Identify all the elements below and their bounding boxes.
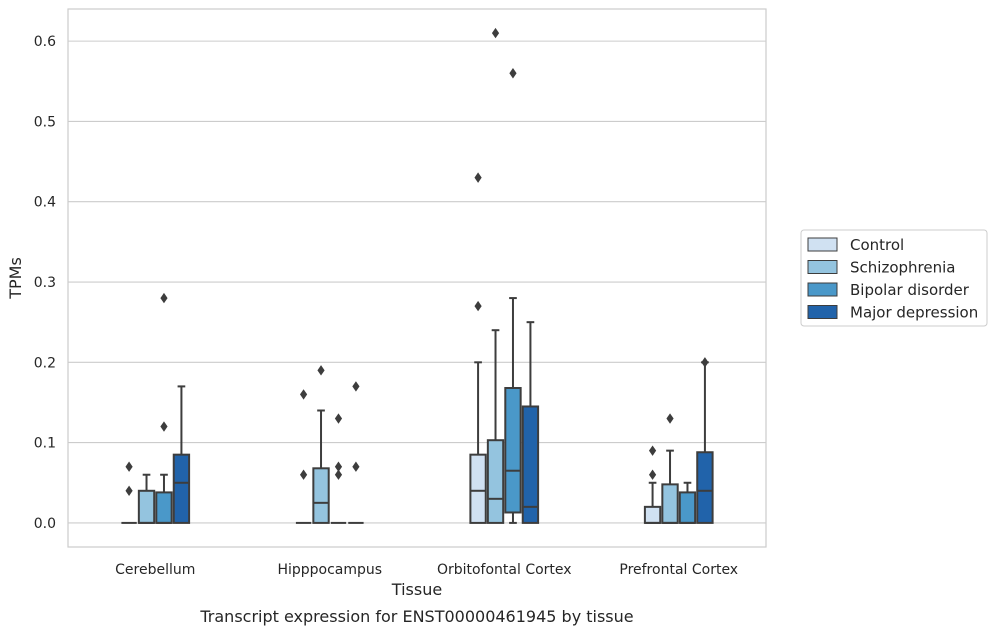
box-bipolar-disorder [504, 68, 522, 524]
outlier-point [160, 421, 168, 432]
legend-swatch [807, 282, 838, 297]
legend-swatch [807, 260, 838, 274]
outlier-point [334, 461, 343, 472]
outlier-point [474, 300, 482, 312]
y-tick-label: 0.0 [34, 516, 56, 532]
box-iqr [643, 505, 662, 524]
outlier-point [648, 445, 657, 456]
boxes [121, 27, 714, 524]
box-control [295, 389, 312, 524]
box-major-depression [348, 381, 364, 524]
plot-frame [67, 8, 767, 548]
y-tick-labels: 0.0 0.1 0.2 0.3 0.4 0.5 0.6 [34, 34, 56, 532]
box-schizophrenia [137, 473, 156, 524]
gridlines [68, 40, 766, 524]
box-major-depression [696, 357, 714, 524]
outlier-point [317, 365, 325, 376]
outlier-point [491, 27, 500, 39]
outlier-point [125, 485, 133, 496]
y-tick-label: 0.6 [34, 34, 56, 50]
x-tick-label: Prefrontal Cortex [619, 562, 738, 578]
legend-frame [800, 229, 988, 327]
legend-label: Schizophrenia [850, 259, 955, 277]
box-iqr [678, 491, 697, 524]
box-major-depression [172, 385, 191, 524]
box-bipolar-disorder [678, 481, 697, 524]
x-tick-labels: Cerebellum Hipppocampus Orbitofontal Corte… [115, 562, 738, 578]
box-iqr [155, 491, 173, 524]
box-iqr [312, 467, 330, 524]
x-axis-label: Tissue [391, 580, 442, 599]
chart-caption: Transcript expression for ENST0000046194… [199, 607, 633, 626]
outlier-point [701, 357, 709, 368]
y-tick-label: 0.3 [34, 275, 56, 291]
legend-swatch [807, 237, 838, 252]
legend-label: Control [850, 236, 904, 254]
box-control [643, 445, 662, 524]
box-iqr [696, 451, 714, 524]
outlier-point [125, 461, 133, 472]
x-tick-label: Hipppocampus [277, 562, 382, 578]
outlier-point [334, 469, 343, 480]
outlier-point [334, 413, 343, 424]
box-bipolar-disorder [330, 413, 347, 524]
x-tick-label: Cerebellum [115, 562, 195, 578]
legend-label: Major depression [850, 304, 978, 322]
box-iqr [137, 489, 156, 524]
box-schizophrenia [661, 413, 679, 524]
box-iqr [469, 453, 487, 524]
box-iqr [661, 483, 679, 524]
x-tick-label: Orbitofontal Cortex [437, 562, 572, 578]
outlier-point [160, 292, 168, 304]
box-iqr [486, 439, 505, 524]
outlier-point [648, 469, 657, 480]
legend: Control Schizophrenia Bipolar disorder Majo… [800, 229, 988, 327]
y-tick-label: 0.1 [34, 436, 56, 452]
box-iqr [172, 453, 191, 524]
box-schizophrenia [486, 27, 505, 524]
legend-label: Bipolar disorder [850, 281, 970, 299]
outlier-point [299, 469, 308, 480]
box-schizophrenia [312, 365, 330, 524]
y-tick-label: 0.5 [34, 114, 56, 130]
outlier-point [509, 68, 517, 79]
box-iqr [521, 405, 540, 524]
outlier-point [352, 381, 360, 392]
outlier-point [474, 172, 482, 183]
box-major-depression [521, 321, 540, 524]
outlier-point [352, 461, 360, 472]
outlier-point [666, 413, 674, 424]
box-bipolar-disorder [155, 292, 173, 524]
y-tick-label: 0.4 [34, 195, 56, 211]
y-axis-label: TPMs [6, 257, 25, 300]
box-iqr [504, 387, 522, 514]
outlier-point [299, 389, 308, 400]
box-control [469, 172, 487, 524]
box-control [121, 461, 137, 524]
legend-swatch [807, 305, 838, 319]
y-tick-label: 0.2 [34, 355, 56, 371]
